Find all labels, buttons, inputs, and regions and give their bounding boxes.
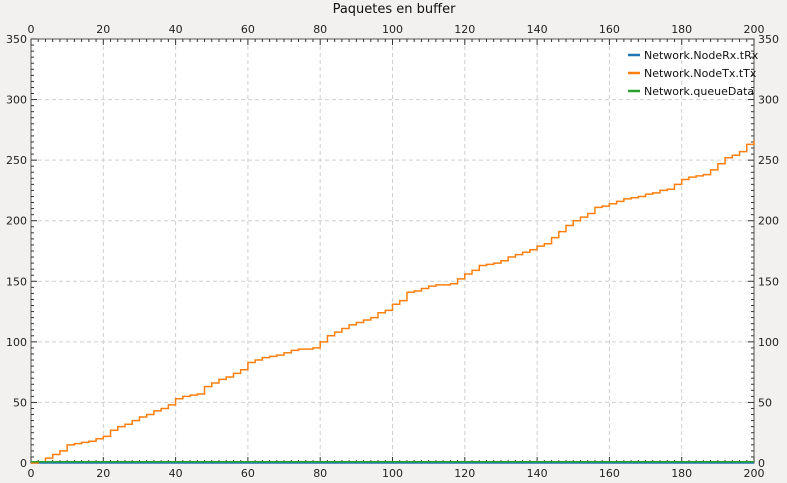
y-tick-label-left: 300 — [6, 94, 27, 107]
x-tick-label-bottom: 100 — [382, 467, 403, 480]
x-tick-label-bottom: 40 — [169, 467, 183, 480]
y-tick-label-left: 250 — [6, 154, 27, 167]
x-tick-label-top: 20 — [96, 23, 110, 36]
x-tick-label-top: 80 — [313, 23, 327, 36]
x-tick-label-top: 200 — [744, 23, 765, 36]
x-tick-label-bottom: 180 — [671, 467, 692, 480]
y-tick-label-right: 100 — [758, 336, 779, 349]
x-tick-label-top: 180 — [671, 23, 692, 36]
y-tick-label-right: 150 — [758, 275, 779, 288]
y-tick-label-right: 350 — [758, 33, 779, 46]
x-tick-label-top: 40 — [169, 23, 183, 36]
legend-label-1[interactable]: Network.NodeRx.tRx — [644, 49, 759, 62]
axes: 0020204040606080801001001201201401401601… — [6, 23, 779, 480]
x-tick-label-bottom: 160 — [599, 467, 620, 480]
y-tick-label-left: 150 — [6, 275, 27, 288]
x-tick-label-bottom: 20 — [96, 467, 110, 480]
y-tick-label-right: 200 — [758, 215, 779, 228]
y-tick-label-left: 200 — [6, 215, 27, 228]
x-tick-label-top: 100 — [382, 23, 403, 36]
series-line-2 — [31, 140, 755, 464]
x-tick-label-bottom: 80 — [313, 467, 327, 480]
x-tick-label-bottom: 140 — [527, 467, 548, 480]
x-tick-label-bottom: 120 — [454, 467, 475, 480]
legend-label-3[interactable]: Network.queueData — [644, 85, 754, 98]
y-tick-label-left: 50 — [13, 396, 27, 409]
x-tick-label-top: 60 — [241, 23, 255, 36]
legend[interactable]: Network.NodeRx.tRx Network.NodeTx.tTx Netw… — [628, 49, 759, 98]
y-tick-label-left: 350 — [6, 33, 27, 46]
y-tick-label-right: 0 — [758, 457, 765, 470]
x-tick-label-top: 140 — [527, 23, 548, 36]
x-tick-label-top: 160 — [599, 23, 620, 36]
legend-label-2[interactable]: Network.NodeTx.tTx — [644, 67, 757, 80]
series-lines — [31, 140, 755, 464]
y-tick-label-left: 0 — [20, 457, 27, 470]
y-tick-label-right: 250 — [758, 154, 779, 167]
y-tick-label-right: 300 — [758, 94, 779, 107]
x-tick-label-top: 0 — [28, 23, 35, 36]
x-tick-label-top: 120 — [454, 23, 475, 36]
y-tick-label-left: 100 — [6, 336, 27, 349]
x-tick-label-bottom: 60 — [241, 467, 255, 480]
x-tick-label-bottom: 0 — [28, 467, 35, 480]
y-tick-label-right: 50 — [758, 396, 772, 409]
grid-lines — [31, 39, 754, 463]
chart-title: Paquetes en buffer — [333, 2, 457, 17]
x-tick-label-bottom: 200 — [744, 467, 765, 480]
